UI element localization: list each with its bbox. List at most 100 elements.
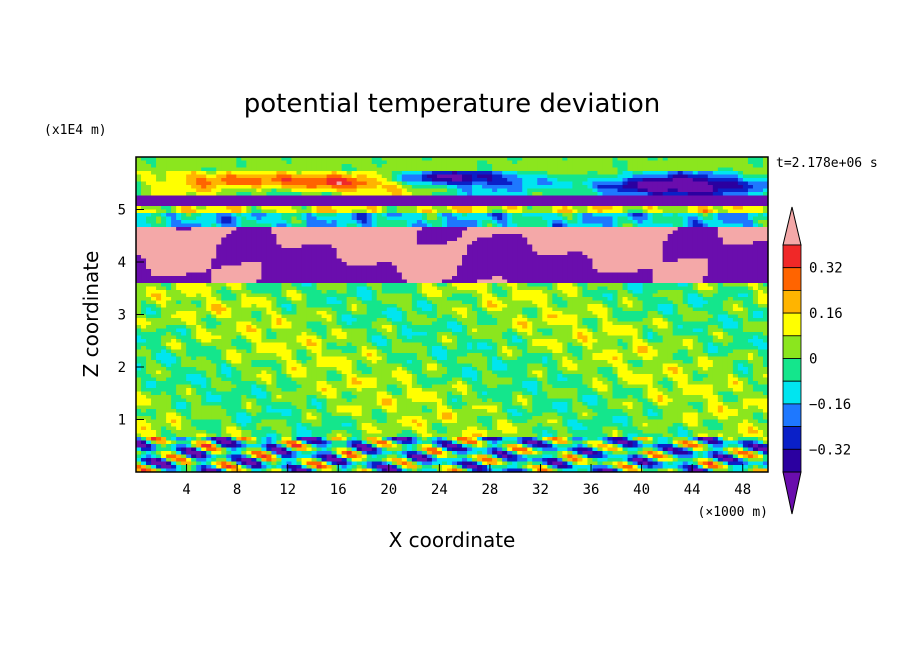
heatmap-cell [341, 293, 348, 298]
heatmap-cell [662, 213, 669, 218]
heatmap-cell [356, 216, 363, 221]
heatmap-cell [386, 262, 393, 267]
heatmap-cell [326, 241, 333, 246]
heatmap-cell [552, 220, 558, 225]
heatmap-cell [587, 290, 594, 295]
heatmap-cell [762, 258, 768, 263]
heatmap-cell [246, 251, 252, 256]
heatmap-cell [136, 178, 142, 183]
heatmap-cell [336, 258, 343, 263]
heatmap-cell [281, 192, 288, 197]
heatmap-cell [306, 192, 313, 197]
heatmap-cell [527, 272, 533, 277]
heatmap-cell [512, 286, 518, 291]
heatmap-cell [702, 241, 709, 246]
heatmap-cell [682, 199, 689, 204]
heatmap-cell [306, 262, 313, 267]
heatmap-cell [712, 202, 719, 207]
heatmap-cell [436, 286, 443, 291]
heatmap-cell [156, 279, 162, 284]
heatmap-cell [687, 216, 694, 221]
heatmap-cell [316, 234, 323, 239]
heatmap-cell [732, 195, 739, 200]
heatmap-cell [206, 202, 212, 207]
heatmap-cell [732, 185, 739, 190]
heatmap-cell [687, 279, 694, 284]
heatmap-cell [497, 272, 503, 277]
heatmap-cell [617, 269, 624, 274]
heatmap-cell [206, 276, 212, 281]
heatmap-cell [291, 174, 298, 179]
heatmap-cell [507, 230, 513, 235]
heatmap-cell [487, 241, 493, 246]
heatmap-cell [186, 265, 192, 270]
heatmap-cell [547, 237, 553, 242]
heatmap-cell [472, 171, 478, 176]
heatmap-cell [587, 164, 594, 169]
heatmap-cell [431, 178, 438, 183]
heatmap-cell [186, 286, 192, 291]
heatmap-cell [467, 181, 473, 186]
heatmap-cell [211, 185, 217, 190]
heatmap-cell [351, 178, 358, 183]
heatmap-cell [216, 255, 222, 260]
heatmap-cell [747, 202, 754, 207]
heatmap-cell [141, 195, 147, 200]
heatmap-cell [562, 213, 568, 218]
heatmap-cell [577, 255, 584, 260]
heatmap-cell [487, 286, 493, 291]
heatmap-cell [231, 178, 237, 183]
heatmap-cell [301, 192, 308, 197]
heatmap-cell [356, 286, 363, 291]
heatmap-cell [171, 293, 177, 298]
heatmap-cell [537, 262, 543, 267]
heatmap-cell [406, 167, 413, 172]
heatmap-cell [256, 171, 262, 176]
heatmap-cell [527, 192, 533, 197]
heatmap-cell [271, 262, 278, 267]
heatmap-cell [416, 206, 423, 211]
heatmap-cell [572, 185, 578, 190]
heatmap-cell [381, 241, 388, 246]
heatmap-cell [441, 272, 448, 277]
heatmap-cell [517, 241, 523, 246]
heatmap-cell [602, 272, 609, 277]
heatmap-cell [517, 178, 523, 183]
heatmap-cell [241, 209, 247, 214]
heatmap-cell [527, 227, 533, 232]
heatmap-cell [722, 220, 729, 225]
heatmap-cell [522, 293, 528, 298]
heatmap-cell [356, 171, 363, 176]
heatmap-cell [482, 244, 488, 249]
heatmap-cell [612, 192, 619, 197]
heatmap-cell [602, 230, 609, 235]
heatmap-cell [421, 293, 428, 298]
heatmap-cell [607, 269, 614, 274]
heatmap-cell [276, 157, 283, 162]
heatmap-cell [542, 244, 548, 249]
heatmap-cell [236, 174, 242, 179]
heatmap-cell [582, 241, 589, 246]
heatmap-cell [231, 244, 237, 249]
heatmap-cell [462, 272, 468, 277]
heatmap-cell [201, 164, 207, 169]
heatmap-cell [537, 279, 543, 284]
heatmap-cell [371, 293, 378, 298]
heatmap-cell [406, 290, 413, 295]
heatmap-cell [226, 276, 232, 281]
heatmap-cell [627, 272, 634, 277]
heatmap-cell [502, 160, 508, 165]
heatmap-cell [552, 195, 558, 200]
heatmap-cell [682, 195, 689, 200]
heatmap-cell [436, 178, 443, 183]
heatmap-cell [186, 258, 192, 263]
heatmap-cell [672, 223, 679, 228]
heatmap-cell [632, 157, 639, 162]
heatmap-cell [216, 209, 222, 214]
heatmap-cell [156, 286, 162, 291]
heatmap-cell [687, 286, 694, 291]
heatmap-cell [512, 262, 518, 267]
heatmap-cell [737, 241, 744, 246]
heatmap-cell [351, 167, 358, 172]
heatmap-cell [677, 164, 684, 169]
